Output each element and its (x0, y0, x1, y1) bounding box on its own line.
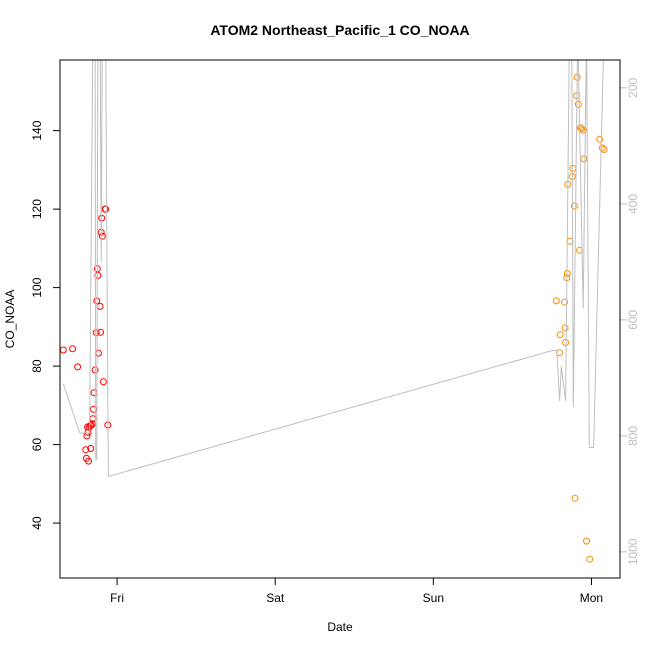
series-0-point-3 (82, 446, 90, 454)
series-1-point-20 (579, 126, 587, 134)
x-tick-label-3: Mon (580, 591, 603, 605)
y2-tick-label-1: 400 (626, 194, 640, 214)
y-tick-label-0: 40 (30, 516, 44, 530)
series-1-point-5 (562, 339, 570, 346)
series-0-point-28 (99, 378, 107, 386)
y-tick-label-3: 100 (30, 277, 44, 297)
y-tick-label-2: 80 (30, 359, 44, 373)
x-tick-label-0: Fri (110, 591, 124, 605)
series-1-point-12 (570, 202, 578, 210)
series-1-point-16 (574, 100, 582, 108)
series-1-point-23 (586, 555, 594, 563)
series-layer (60, 60, 608, 563)
series-1-point-0 (552, 297, 560, 305)
series-line-2 (62, 60, 604, 478)
series-0-point-8 (85, 457, 92, 465)
y-tick-label-4: 120 (30, 199, 44, 219)
series-0-point-18 (92, 329, 100, 337)
series-1-point-4 (561, 324, 569, 332)
y2-tick-label-3: 800 (626, 426, 640, 446)
x-tick-label-1: Sat (266, 591, 285, 605)
series-1-point-22 (583, 537, 590, 545)
series-0-point-1 (69, 345, 77, 353)
series-1-point-21 (580, 155, 588, 163)
plot-frame (59, 59, 621, 579)
x-axis-label: Date (327, 620, 353, 634)
y2-tick-label-2: 600 (626, 310, 640, 330)
series-1-point-3 (561, 298, 568, 306)
y2-tick-label-4: 1000 (626, 538, 640, 565)
series-0-point-30 (102, 205, 110, 213)
series-0-point-7 (84, 428, 92, 436)
series-1-point-25 (598, 144, 606, 152)
y2-tick-label-0: 200 (626, 77, 640, 97)
series-0-point-11 (87, 445, 95, 452)
series-0-point-21 (94, 271, 102, 279)
chart-title: ATOM2 Northeast_Pacific_1 CO_NOAA (210, 22, 469, 38)
y-axis-label: CO_NOAA (3, 290, 17, 349)
x-tick-label-2: Sun (423, 591, 444, 605)
series-0-point-12 (87, 421, 95, 429)
series-1-point-13 (571, 494, 579, 502)
y-tick-label-1: 60 (30, 438, 44, 452)
y-tick-label-5: 140 (30, 120, 44, 140)
series-0-point-27 (98, 232, 106, 240)
series-1-point-19 (578, 125, 586, 133)
series-0-point-2 (74, 363, 82, 371)
series-1-point-24 (596, 135, 604, 143)
series-1-point-2 (556, 331, 564, 339)
